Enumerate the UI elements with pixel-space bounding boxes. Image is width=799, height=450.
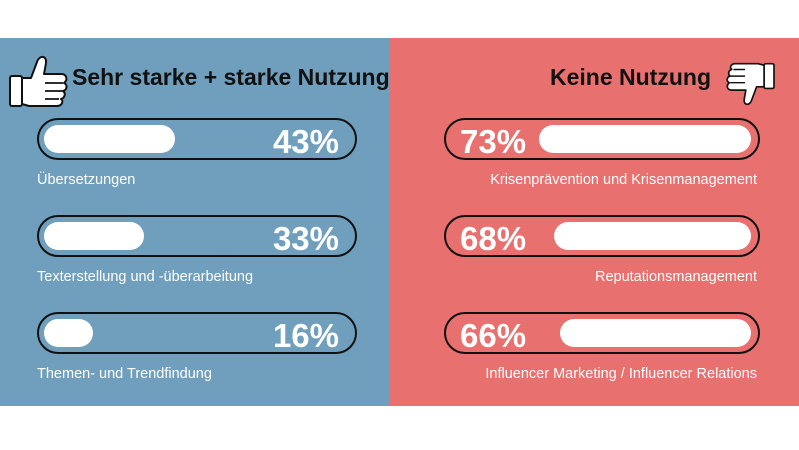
left-category-label: Übersetzungen <box>37 172 136 188</box>
left-bar-fill <box>44 319 93 347</box>
left-value-label: 33% <box>272 220 339 257</box>
right-value-label: 68% <box>460 220 527 257</box>
left-category-label: Themen- und Trendfindung <box>37 366 212 382</box>
right-value-label: 73% <box>460 123 527 160</box>
left-row-2: 33% Texterstellung und -überarbeitung <box>37 215 357 289</box>
right-row-1: 73% Krisenprävention und Krisenmanagement <box>444 118 760 192</box>
left-bar-track: 33% <box>37 215 357 257</box>
thumbs-up-icon <box>9 55 68 107</box>
left-value-label: 43% <box>272 123 339 160</box>
right-bar-track: 68% <box>444 215 760 257</box>
right-row-3: 66% Influencer Marketing / Influencer Rel… <box>444 312 760 386</box>
left-row-3: 16% Themen- und Trendfindung <box>37 312 357 386</box>
right-category-label: Influencer Marketing / Influencer Relati… <box>485 366 757 382</box>
left-bar-fill <box>44 222 144 250</box>
right-bar-fill <box>554 222 751 250</box>
right-row-2: 68% Reputationsmanagement <box>444 215 760 289</box>
right-bar-fill <box>539 125 751 153</box>
right-bar-track: 66% <box>444 312 760 354</box>
right-bar-fill <box>560 319 751 347</box>
thumbs-down-icon <box>726 62 775 106</box>
left-heading: Sehr starke + starke Nutzung <box>72 64 390 90</box>
right-bar-track: 73% <box>444 118 760 160</box>
left-bar-fill <box>44 125 175 153</box>
left-value-label: 16% <box>272 317 339 354</box>
right-panel: Keine Nutzung 73% Krisenprävention und Kr… <box>390 38 799 406</box>
left-bar-track: 16% <box>37 312 357 354</box>
right-category-label: Krisenprävention und Krisenmanagement <box>490 172 757 188</box>
left-category-label: Texterstellung und -überarbeitung <box>37 269 254 285</box>
right-category-label: Reputationsmanagement <box>594 269 757 285</box>
right-value-label: 66% <box>460 317 527 354</box>
left-row-1: 43% Übersetzungen <box>37 118 357 192</box>
left-panel: Sehr starke + starke Nutzung 43% Übersetz… <box>0 38 390 406</box>
left-bar-track: 43% <box>37 118 357 160</box>
right-heading: Keine Nutzung <box>550 64 711 90</box>
